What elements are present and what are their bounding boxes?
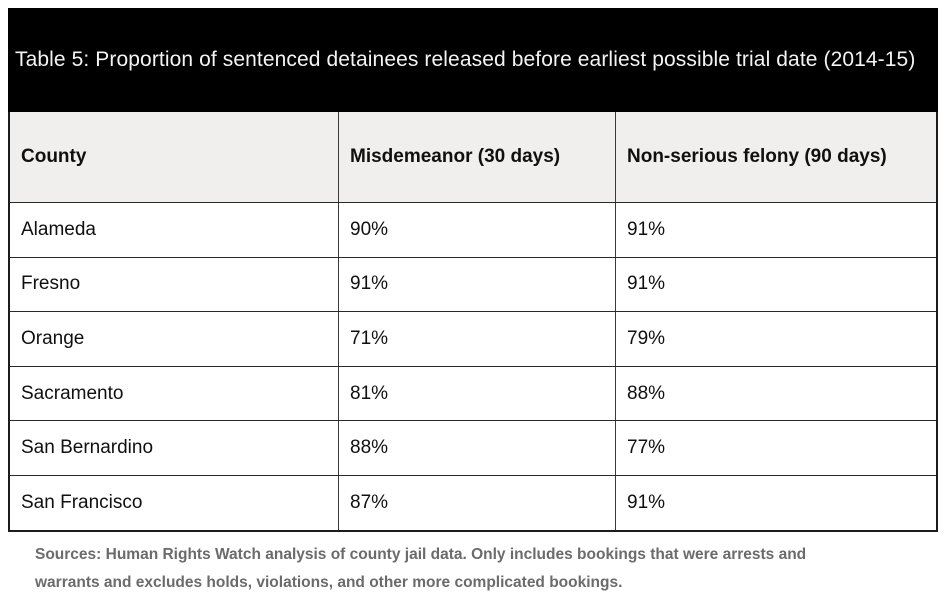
column-header-felony: Non-serious felony (90 days) xyxy=(615,112,936,202)
misdemeanor-cell: 71% xyxy=(338,312,615,366)
felony-cell: 91% xyxy=(615,203,936,257)
source-note-line-2: warrants and excludes holds, violations,… xyxy=(35,573,623,591)
table-row-san-francisco: San Francisco 87% 91% xyxy=(10,474,936,530)
column-header-misdemeanor: Misdemeanor (30 days) xyxy=(338,112,615,202)
county-cell: San Francisco xyxy=(21,491,143,513)
table-row-fresno: Fresno 91% 91% xyxy=(10,256,936,312)
table-row-orange: Orange 71% 79% xyxy=(10,311,936,366)
misdemeanor-cell: 81% xyxy=(338,366,615,421)
misdemeanor-cell: 91% xyxy=(338,257,615,312)
felony-cell: 77% xyxy=(615,421,936,475)
column-header-county: County xyxy=(21,146,87,167)
county-cell: Orange xyxy=(21,327,85,349)
source-note: Sources: Human Rights Watch analysis of … xyxy=(8,541,918,596)
felony-cell: 88% xyxy=(615,366,936,421)
misdemeanor-cell: 88% xyxy=(338,421,615,475)
county-cell: San Bernardino xyxy=(21,437,154,459)
table-row-alameda: Alameda 90% 91% xyxy=(10,202,936,257)
table-row-san-bernardino: San Bernardino 88% 77% xyxy=(10,420,936,475)
felony-cell: 91% xyxy=(615,475,936,530)
source-note-line-1: Sources: Human Rights Watch analysis of … xyxy=(35,545,807,563)
table-title-bar: Table 5: Proportion of sentenced detaine… xyxy=(8,8,938,112)
data-table: County Misdemeanor (30 days) Non-serious… xyxy=(8,112,938,532)
misdemeanor-cell: 87% xyxy=(338,475,615,530)
felony-cell: 91% xyxy=(615,257,936,312)
table-row-sacramento: Sacramento 81% 88% xyxy=(10,365,936,421)
table-header-row: County Misdemeanor (30 days) Non-serious… xyxy=(10,112,936,202)
felony-cell: 79% xyxy=(615,312,936,366)
county-cell: Fresno xyxy=(21,273,81,295)
table-title: Table 5: Proportion of sentenced detaine… xyxy=(15,48,916,71)
county-cell: Alameda xyxy=(21,218,96,240)
county-cell: Sacramento xyxy=(21,382,124,404)
misdemeanor-cell: 90% xyxy=(338,203,615,257)
